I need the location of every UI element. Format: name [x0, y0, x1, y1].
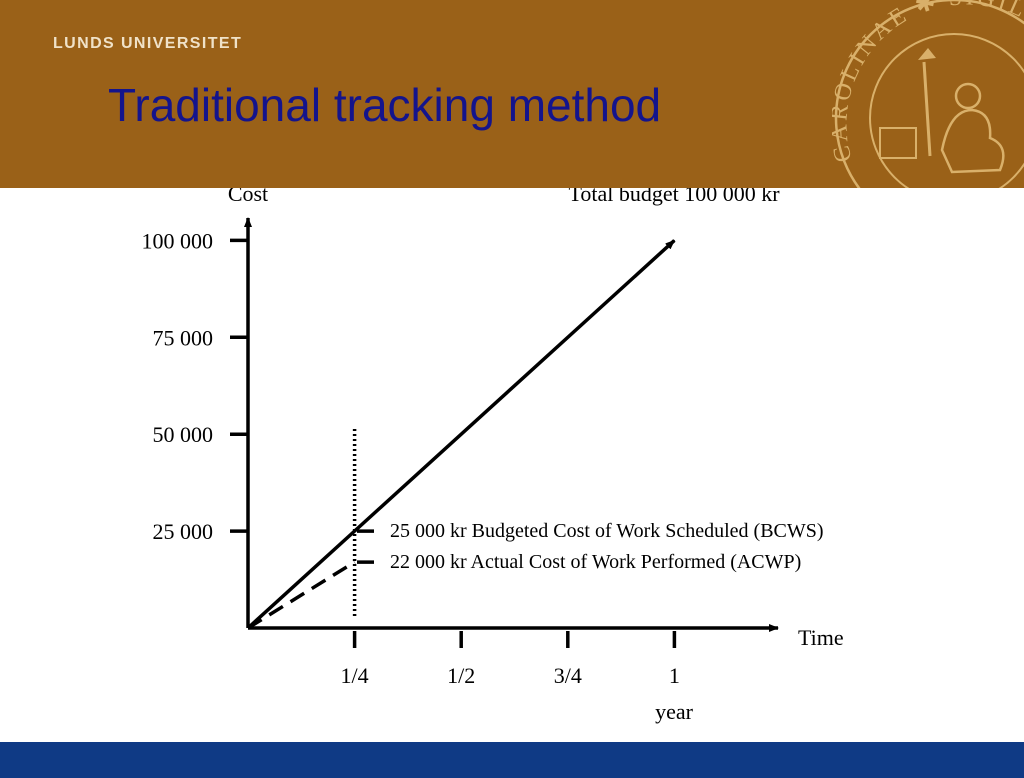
x-axis-label: Time — [798, 625, 844, 650]
university-name: LUNDS UNIVERSITET — [53, 35, 243, 52]
x-tick-label: 1/2 — [447, 663, 475, 688]
y-axis-label: Cost — [228, 188, 268, 206]
y-tick-label: 75 000 — [153, 325, 214, 350]
university-seal-logo: CAROLINAE ✱ SIGILL RVMQVE AD VT RVM — [832, 0, 1024, 188]
slide-title: Traditional tracking method — [108, 79, 662, 131]
planned-cost-line — [246, 239, 676, 630]
header-banner: LUNDS UNIVERSITET Traditional tracking m… — [0, 0, 1024, 188]
x-tick-label: 1 — [669, 663, 680, 688]
x-tick-label: 1/4 — [341, 663, 369, 688]
y-tick-label: 50 000 — [153, 422, 214, 447]
annotation-label: 25 000 kr Budgeted Cost of Work Schedule… — [390, 520, 824, 542]
x-axis-unit-label: year — [655, 699, 694, 724]
y-tick-label: 100 000 — [142, 228, 214, 253]
cost-time-chart: 25 000 50 000 75 000 100 000 1/4 1/2 3/4 1 Cost T… — [142, 188, 844, 724]
x-tick-label: 3/4 — [554, 663, 582, 688]
actual-cost-line — [247, 560, 356, 630]
annotation-label: 22 000 kr Actual Cost of Work Performed … — [390, 551, 801, 573]
total-budget-annotation: Total budget 100 000 kr — [568, 188, 780, 206]
footer-bar — [0, 742, 1024, 778]
y-tick-label: 25 000 — [153, 519, 214, 544]
